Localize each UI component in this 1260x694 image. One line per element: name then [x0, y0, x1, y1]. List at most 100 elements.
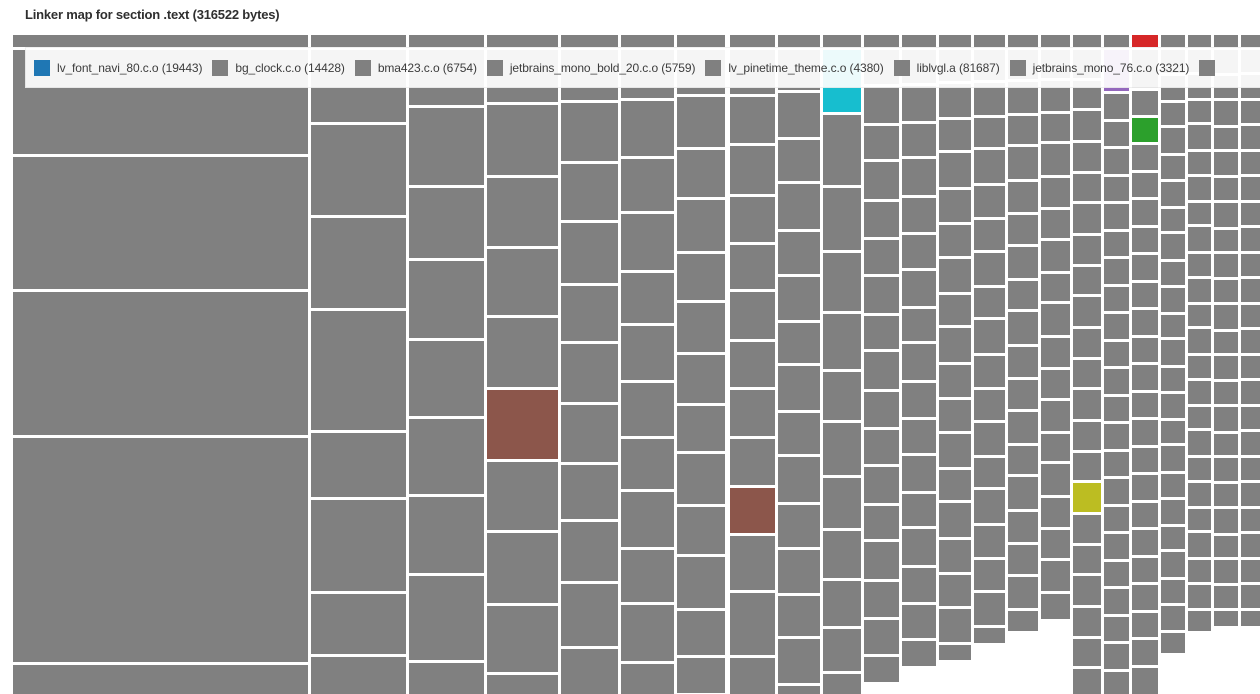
treemap-cell [13, 292, 308, 435]
treemap-cell [1241, 254, 1260, 276]
treemap-cell [778, 277, 820, 320]
treemap-cell [939, 295, 971, 325]
treemap-cell [1104, 672, 1129, 694]
treemap-cell [1008, 35, 1038, 47]
treemap-cell [730, 439, 775, 485]
treemap-cell [1104, 534, 1129, 559]
treemap-cell [1132, 558, 1158, 582]
treemap-cell [1073, 297, 1101, 326]
legend-swatch-icon [212, 59, 229, 76]
treemap-cell [13, 35, 308, 47]
treemap-cell [621, 664, 674, 694]
treemap-cell [1161, 315, 1185, 337]
treemap-cell [1241, 330, 1260, 353]
treemap-cell [1132, 613, 1158, 637]
treemap-cell [823, 581, 861, 626]
treemap-cell [1132, 91, 1158, 115]
treemap-cell [1188, 203, 1211, 224]
treemap-cell [1241, 126, 1260, 149]
treemap-cell [1008, 446, 1038, 474]
treemap-cell [939, 259, 971, 292]
treemap-cell [1104, 589, 1129, 614]
treemap-cell [1214, 332, 1238, 353]
treemap-cell [974, 593, 1005, 625]
treemap-cell [1161, 474, 1185, 497]
treemap-cell [902, 420, 936, 453]
treemap-cell [974, 288, 1005, 317]
treemap-cell [902, 605, 936, 638]
treemap-cell [1214, 458, 1238, 481]
treemap-cell [1214, 230, 1238, 251]
treemap-cell [1073, 576, 1101, 605]
treemap-cell [939, 470, 971, 500]
legend-swatch-icon [705, 59, 722, 76]
treemap-cell [778, 596, 820, 636]
treemap-cell [1104, 287, 1129, 311]
treemap-cell [1104, 342, 1129, 366]
treemap-cell [902, 456, 936, 491]
treemap-cell [864, 202, 899, 237]
treemap-cell [864, 620, 899, 654]
treemap-cell [487, 462, 558, 530]
treemap-cell [902, 494, 936, 526]
treemap-cell [1132, 173, 1158, 197]
treemap-cell [1132, 338, 1158, 362]
treemap-cell [1188, 509, 1211, 530]
treemap-cell [1188, 101, 1211, 122]
treemap-cell [1188, 585, 1211, 608]
treemap-cell [939, 575, 971, 606]
treemap-cell [1073, 143, 1101, 171]
treemap-cell [1188, 329, 1211, 353]
treemap-cell [1214, 203, 1238, 227]
treemap-cell [1104, 94, 1129, 119]
legend-label: jetbrains_mono_76.c.o (3321) [1032, 60, 1190, 75]
treemap-cell [1008, 380, 1038, 409]
treemap-cell [1104, 204, 1129, 229]
treemap-cell [1214, 356, 1238, 379]
treemap-cell [1104, 149, 1129, 174]
treemap-cell [1104, 424, 1129, 449]
treemap-cell [864, 430, 899, 464]
treemap-cell [1104, 369, 1129, 394]
legend-label: jetbrains_mono_bold_20.c.o (5759) [509, 60, 696, 75]
treemap-cell [974, 423, 1005, 455]
treemap-cell [1161, 500, 1185, 524]
treemap-cell [939, 365, 971, 397]
treemap-cell [1214, 305, 1238, 329]
treemap-cell [823, 35, 861, 47]
treemap-cell [974, 560, 1005, 590]
treemap-cell [311, 35, 406, 47]
treemap-cell [561, 522, 618, 581]
treemap-cell [1041, 370, 1070, 398]
treemap-cell [1241, 177, 1260, 200]
treemap-cell [939, 225, 971, 256]
legend-item: jetbrains_mono_76.c.o (3321) [1009, 59, 1190, 76]
treemap-cell [1104, 507, 1129, 531]
treemap-cell [778, 140, 820, 181]
treemap-cell [778, 35, 820, 47]
treemap-cell [974, 150, 1005, 183]
treemap-cell [311, 311, 406, 430]
treemap-cell [1214, 509, 1238, 533]
treemap-cell [1008, 477, 1038, 509]
treemap-cell [1073, 669, 1101, 694]
treemap-cell [1041, 274, 1070, 301]
treemap-cell [1132, 255, 1158, 280]
treemap-cell [1214, 280, 1238, 302]
treemap-cell [1214, 407, 1238, 431]
treemap-cell [864, 392, 899, 427]
treemap-cell [1161, 446, 1185, 471]
treemap-cell [1188, 533, 1211, 557]
treemap-cell [1132, 35, 1158, 47]
treemap-cell [974, 628, 1005, 643]
treemap-cell [902, 568, 936, 602]
treemap-cell [1161, 527, 1185, 549]
legend-swatch-icon [354, 59, 371, 76]
treemap-cell [1241, 509, 1260, 531]
treemap-cell [561, 286, 618, 341]
treemap-cell [1188, 254, 1211, 276]
treemap-cell [902, 124, 936, 156]
treemap-cell [1161, 368, 1185, 391]
treemap-cell [1188, 407, 1211, 428]
treemap-cell [1241, 483, 1260, 506]
